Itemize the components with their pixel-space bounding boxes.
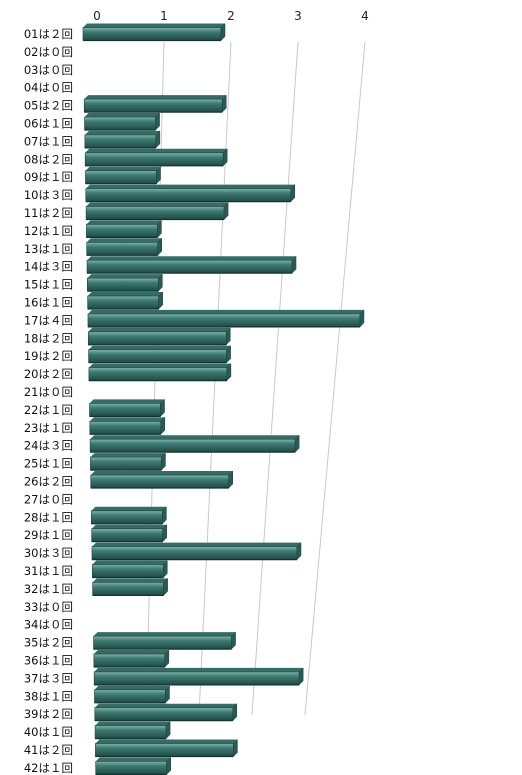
bar: [91, 541, 302, 561]
category-label: 03は０回: [24, 63, 73, 77]
bar: [91, 524, 167, 543]
category-label: 37は３回: [24, 671, 73, 685]
category-label: 36は１回: [24, 654, 73, 668]
category-label: 16は１回: [24, 296, 73, 310]
category-label: 09は１回: [24, 170, 73, 184]
category-label: 32は１回: [24, 582, 73, 596]
bar: [93, 631, 236, 650]
grid-line: [251, 41, 299, 716]
bar: [82, 22, 226, 42]
bar: [87, 273, 163, 292]
bar: [90, 470, 233, 489]
category-label: 17は４回: [24, 313, 73, 327]
bar: [90, 452, 166, 471]
category-label: 13は１回: [24, 242, 73, 256]
bar: [93, 667, 304, 686]
x-tick-label: 0: [93, 9, 101, 23]
category-label: 23は１回: [24, 421, 73, 435]
category-label: 18は２回: [24, 331, 73, 345]
category-label: 39は２回: [24, 707, 73, 721]
category-label: 04は０回: [24, 81, 73, 95]
category-label: 34は０回: [24, 618, 73, 632]
bar: [84, 112, 160, 131]
x-tick-label: 3: [294, 9, 302, 23]
category-label: 40は１回: [24, 725, 73, 739]
x-tick-label: 2: [227, 9, 235, 23]
bar: [94, 703, 238, 722]
category-label: 20は２回: [24, 367, 73, 381]
category-label: 31は１回: [24, 564, 73, 578]
category-label: 21は０回: [24, 385, 73, 399]
category-label: 14は３回: [24, 260, 73, 274]
category-label: 24は３回: [24, 439, 73, 453]
category-label: 42は１回: [24, 761, 73, 775]
category-label: 28は１回: [24, 510, 73, 524]
category-label: 11は２回: [24, 206, 73, 220]
category-label: 41は２回: [24, 743, 73, 757]
bar: [88, 362, 232, 382]
bar: [86, 219, 162, 239]
category-label: 05は２回: [24, 99, 73, 113]
bar: [86, 255, 297, 274]
bar: [87, 327, 231, 346]
category-label: 30は３回: [24, 546, 73, 560]
category-label: 15は１回: [24, 278, 73, 292]
category-label: 29は１回: [24, 528, 73, 542]
bar: [84, 130, 161, 149]
category-label: 06は１回: [24, 117, 73, 131]
category-label: 26は２回: [24, 475, 73, 489]
category-label: 22は１回: [24, 403, 73, 417]
category-label: 27は０回: [24, 492, 73, 506]
grid-line: [304, 41, 366, 716]
category-label: 02は０回: [24, 45, 73, 59]
category-label: 12は１回: [24, 224, 73, 238]
x-tick-label: 1: [160, 9, 168, 23]
bars: [82, 22, 365, 775]
bar: [91, 506, 167, 525]
category-label: 08は２回: [24, 152, 73, 166]
category-label: 19は２回: [24, 349, 73, 363]
bar: [87, 309, 365, 328]
bar: [92, 559, 168, 579]
bar: [87, 291, 163, 310]
x-tick-label: 4: [361, 9, 369, 23]
category-label: 07は１回: [24, 134, 73, 148]
category-labels: 01は２回 02は０回 03は０回 04は０回 05は２回 06は１回 07は１回 08は２回…: [24, 27, 73, 775]
bar: [94, 720, 171, 740]
bar: [89, 398, 165, 418]
bar: [95, 738, 238, 758]
bar: [89, 416, 166, 435]
category-label: 33は０回: [24, 600, 73, 614]
bar: [95, 756, 171, 775]
bar: [93, 649, 170, 668]
bar: [88, 345, 231, 364]
bar: [92, 577, 168, 597]
category-label: 38は１回: [24, 689, 73, 703]
bar: [84, 148, 228, 167]
bar: [86, 237, 162, 256]
category-label: 35は２回: [24, 636, 73, 650]
category-label: 25は１回: [24, 457, 73, 471]
bar: [85, 166, 161, 185]
bar: [83, 94, 227, 113]
bar: [89, 434, 300, 453]
category-label: 10は３回: [24, 188, 73, 202]
category-label: 01は２回: [24, 27, 73, 41]
bar: [94, 685, 170, 704]
x-axis-ticks: 0 1 2 3 4: [93, 9, 369, 23]
bar: [85, 201, 229, 221]
bar: [85, 183, 296, 203]
